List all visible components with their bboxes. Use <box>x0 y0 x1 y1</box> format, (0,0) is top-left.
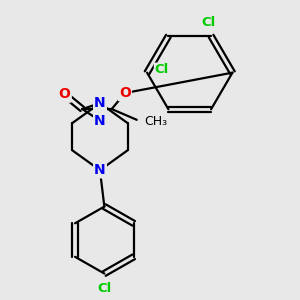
Text: N: N <box>94 114 106 128</box>
Text: N: N <box>94 96 106 110</box>
Text: N: N <box>94 163 106 177</box>
Text: O: O <box>59 88 70 101</box>
Text: O: O <box>59 88 70 101</box>
Text: O: O <box>119 86 131 100</box>
Text: Cl: Cl <box>97 282 112 295</box>
Text: O: O <box>119 86 131 100</box>
Text: CH₃: CH₃ <box>144 115 167 128</box>
Text: Cl: Cl <box>201 16 215 29</box>
Text: N: N <box>94 163 106 177</box>
Text: Cl: Cl <box>154 63 169 76</box>
Text: N: N <box>94 96 106 110</box>
